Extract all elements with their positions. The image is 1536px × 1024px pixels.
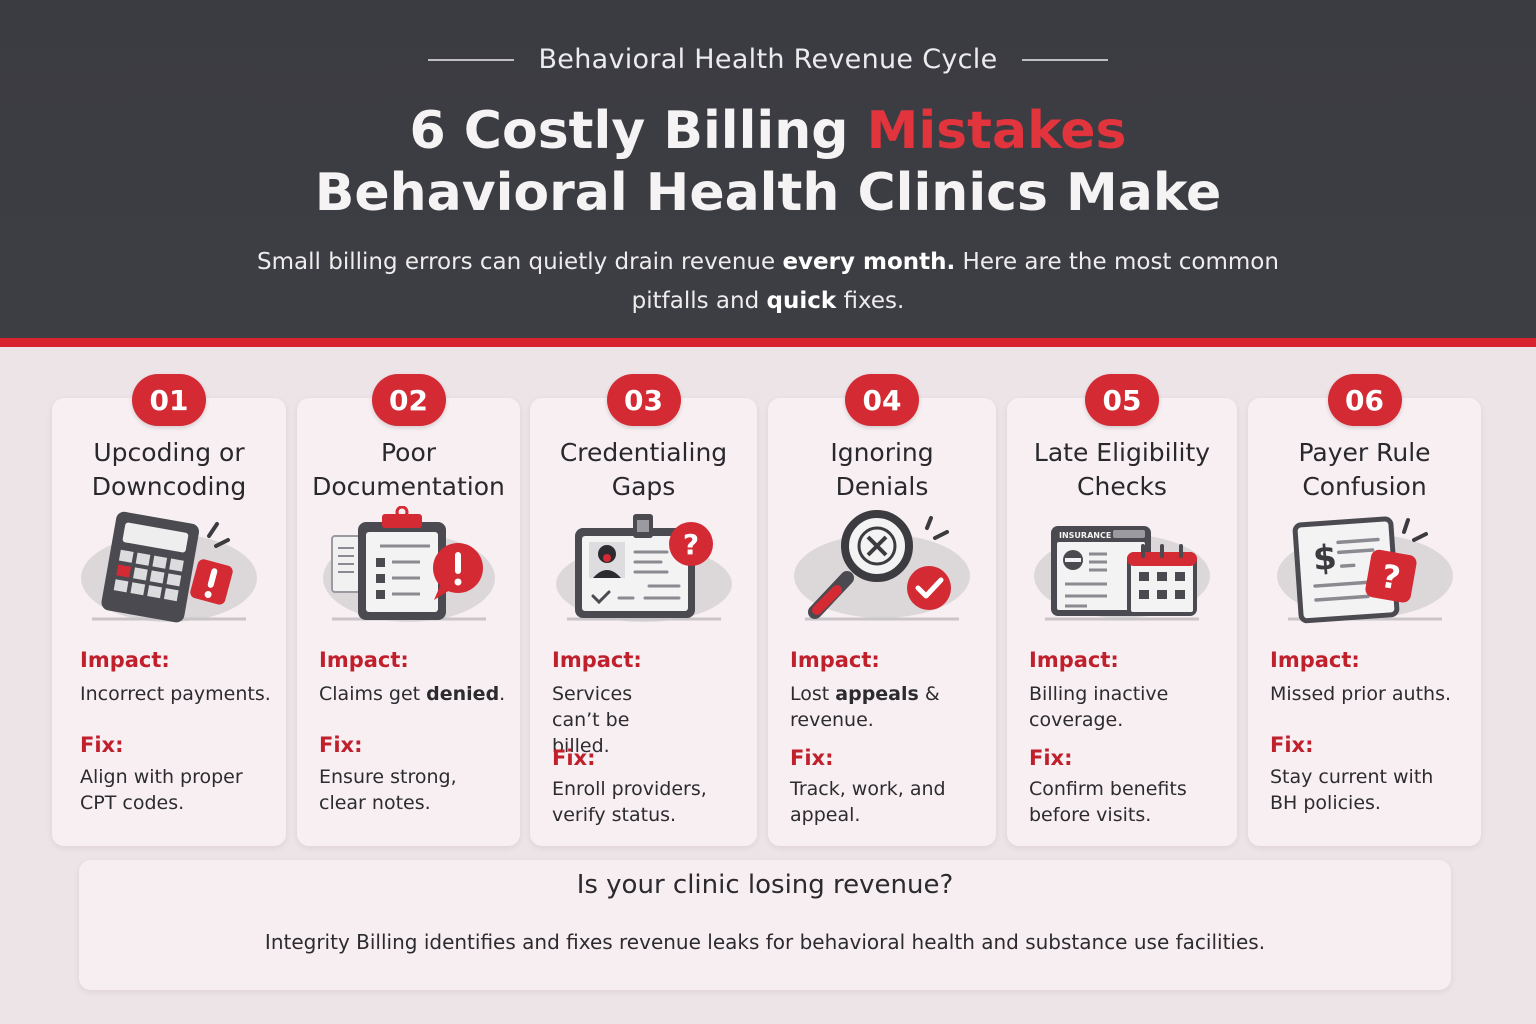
impact-text: Claims get denied. [319, 681, 508, 707]
card-title: Credentialing Gaps [559, 438, 728, 501]
subtitle-bold: quick [766, 288, 837, 314]
subtitle-text: Here are the most common pitfalls and [631, 249, 1279, 314]
id-badge-question-icon: ? [549, 506, 739, 624]
header-banner: Behavioral Health Revenue Cycle 6 Costly… [0, 0, 1536, 338]
impact-label: Impact: [552, 648, 642, 672]
impact-text-part: & revenue. [790, 683, 940, 731]
number-badge: 01 [132, 374, 206, 426]
cta-body: Integrity Billing identifies and fixes r… [264, 930, 1266, 954]
fix-text: Track, work, and appeal. [790, 778, 946, 826]
fix-label: Fix: [319, 733, 363, 757]
cta-question: Is your clinic losing revenue? [576, 870, 954, 900]
fix-label: Fix: [80, 733, 124, 757]
eyebrow-row: Behavioral Health Revenue Cycle [0, 44, 1536, 75]
mistake-card-6: 06 Payer Rule Confusion $ ? Impact: Mis [1248, 374, 1481, 846]
fix-text: Stay current with BH policies. [1270, 766, 1434, 814]
subtitle-bold: every month. [782, 249, 956, 275]
divider-right [1021, 58, 1108, 61]
dollar-document-question-icon: $ ? [1270, 506, 1460, 624]
calculator-alert-icon [74, 506, 264, 624]
fix-text: Enroll providers, verify status. [552, 778, 707, 826]
impact-label: Impact: [1029, 648, 1119, 672]
page-title: 6 Costly Billing Mistakes Behavioral Hea… [0, 100, 1536, 224]
fix-label: Fix: [790, 746, 834, 770]
insurance-card-calendar-icon: INSURANCE [1027, 506, 1217, 624]
card-title: Upcoding or Downcoding [91, 438, 247, 501]
impact-text: Missed prior auths. [1270, 683, 1452, 705]
fix-label: Fix: [552, 746, 596, 770]
impact-label: Impact: [80, 648, 170, 672]
fix-label: Fix: [1270, 733, 1314, 757]
impact-text-part: Claims get [319, 683, 427, 705]
mistake-card-5: 05 Late Eligibility Checks INSURANCE Imp… [1007, 374, 1237, 846]
title-part1: 6 Costly Billing [409, 101, 867, 161]
impact-text-part: Lost [790, 683, 836, 705]
divider-left [428, 58, 515, 61]
magnifier-deny-check-icon [787, 506, 977, 624]
title-accent: Mistakes [866, 101, 1127, 161]
number-badge: 02 [371, 374, 446, 426]
svg-text:?: ? [682, 528, 698, 561]
card-title: Poor Documentation [312, 438, 505, 501]
impact-text: Billing inactive coverage. [1029, 683, 1169, 731]
card-title: Late Eligibility Checks [1033, 438, 1211, 501]
mistake-card-1: 01 Upcoding or Downcoding [52, 374, 286, 846]
impact-text-bold: denied [426, 683, 500, 705]
mistake-card-3: 03 Credentialing Gaps ? Impact: Service [530, 374, 757, 846]
impact-text: Incorrect payments. [80, 683, 271, 705]
fix-text: Confirm benefits before visits. [1029, 778, 1187, 826]
subtitle-text: fixes. [836, 288, 905, 314]
subtitle: Small billing errors can quietly drain r… [240, 243, 1296, 321]
mistake-card-2: 02 Poor Documentation Impact: [297, 374, 520, 846]
clipboard-alert-icon [314, 505, 504, 624]
svg-text:$: $ [1311, 538, 1337, 580]
eyebrow-text: Behavioral Health Revenue Cycle [538, 44, 998, 75]
red-divider [0, 338, 1536, 347]
card-title: Payer Rule Confusion [1298, 438, 1431, 501]
number-badge: 04 [845, 374, 919, 426]
subtitle-text: Small billing errors can quietly drain r… [257, 249, 783, 275]
impact-label: Impact: [1270, 648, 1360, 672]
fix-text: Align with proper CPT codes. [80, 766, 243, 814]
number-badge: 03 [606, 374, 681, 426]
insurance-label: INSURANCE [1059, 531, 1111, 540]
fix-text: Ensure strong, clear notes. [319, 766, 457, 814]
impact-text: Services can’t be billed. [552, 683, 633, 757]
impact-label: Impact: [790, 648, 880, 672]
impact-text-bold: appeals [835, 683, 919, 705]
number-badge: 06 [1327, 374, 1402, 426]
mistake-cards: 01 Upcoding or Downcoding [52, 372, 1484, 848]
card-title: Ignoring Denials [830, 438, 934, 501]
fix-label: Fix: [1029, 746, 1073, 770]
number-badge: 05 [1085, 374, 1159, 426]
mistake-card-4: 04 Ignoring Denials Impact: Lost appeals… [768, 374, 996, 846]
impact-label: Impact: [319, 648, 409, 672]
title-line2: Behavioral Health Clinics Make [314, 163, 1222, 223]
cta-panel: Is your clinic losing revenue? Integrity… [79, 860, 1451, 990]
impact-text-part: . [499, 683, 506, 705]
impact-text: Lost appeals & revenue. [790, 681, 984, 733]
